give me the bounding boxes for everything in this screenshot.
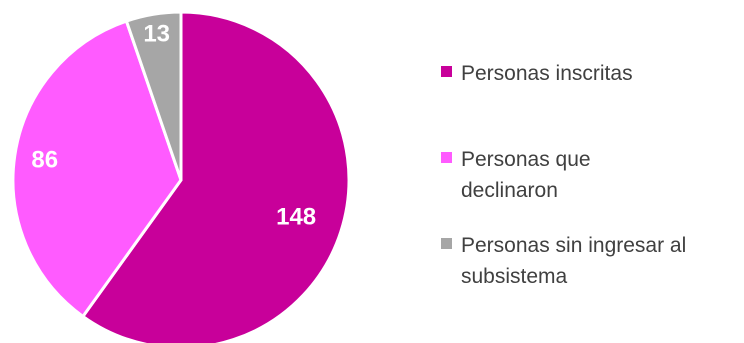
pie-slice-1 — [81, 10, 351, 343]
legend-label-sin-ingresar: Personas sin ingresar al subsistema — [461, 234, 687, 288]
pie-slice-3 — [124, 10, 183, 182]
legend-label-inscritas: Personas inscritas — [461, 62, 633, 85]
pie-data-label-2: 86 — [31, 146, 58, 173]
pie-data-label-3: 13 — [143, 21, 170, 48]
pie-slice-2 — [11, 19, 183, 318]
pie-data-label-1: 148 — [276, 204, 316, 231]
legend-swatch-declinaron — [441, 152, 452, 163]
legend-swatch-sin-ingresar — [441, 238, 452, 249]
legend-item-personas-inscritas: Personas inscritas — [441, 58, 741, 89]
pie-slices — [11, 10, 351, 343]
legend-item-personas-sin-ingresar: Personas sin ingresar al subsistema — [441, 230, 744, 292]
legend-label-declinaron: Personas que declinaron — [461, 148, 591, 202]
pie-data-labels: 148 86 13 — [31, 21, 316, 231]
legend-swatch-inscritas — [441, 66, 452, 77]
legend-item-personas-que-declinaron: Personas que declinaron — [441, 144, 631, 206]
